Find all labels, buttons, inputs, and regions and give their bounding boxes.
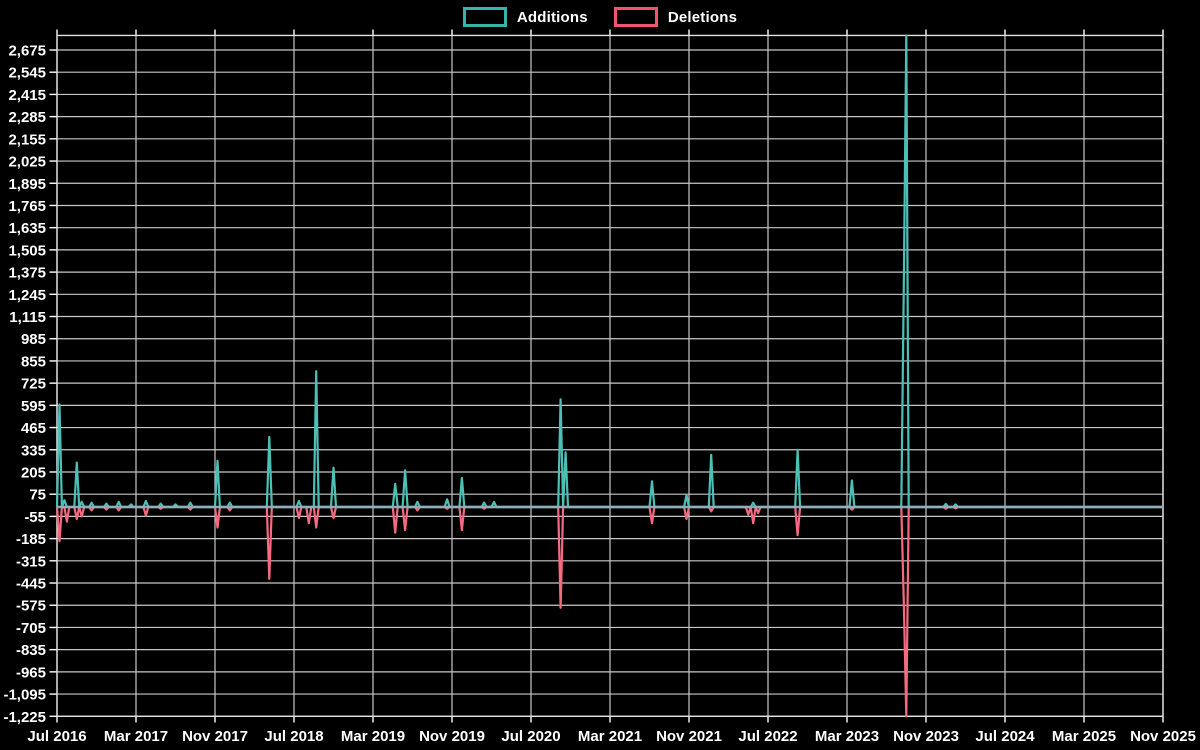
- x-tick-label: Jul 2016: [27, 728, 86, 745]
- y-tick-label: 2,155: [8, 131, 46, 148]
- y-tick-label: -575: [16, 598, 46, 615]
- x-tick-label: Mar 2019: [341, 728, 405, 745]
- y-tick-label: 2,285: [8, 109, 46, 126]
- y-tick-label: 75: [29, 487, 46, 504]
- x-tick-label: Mar 2025: [1052, 728, 1116, 745]
- x-tick-label: Mar 2023: [815, 728, 879, 745]
- y-tick-label: -315: [16, 553, 46, 570]
- y-tick-label: 1,115: [9, 309, 46, 326]
- deletions-swatch-icon: [613, 7, 658, 27]
- y-tick-label: 595: [21, 398, 46, 415]
- y-tick-label: 1,635: [8, 220, 46, 237]
- x-tick-label: Jul 2018: [264, 728, 323, 745]
- y-tick-label: 1,895: [8, 176, 46, 193]
- y-tick-label: -185: [16, 531, 46, 548]
- y-tick-label: -705: [16, 620, 46, 637]
- y-tick-label: -965: [16, 664, 46, 681]
- x-tick-label: Jul 2024: [975, 728, 1035, 745]
- y-tick-label: -1,225: [3, 709, 46, 726]
- chart-legend: Additions Deletions: [0, 7, 1200, 27]
- y-tick-label: -55: [24, 509, 46, 526]
- y-tick-label: 205: [21, 464, 46, 481]
- y-tick-label: -1,095: [3, 687, 46, 704]
- y-tick-label: 725: [21, 376, 46, 393]
- x-tick-label: Mar 2017: [104, 728, 168, 745]
- y-tick-label: 985: [21, 331, 46, 348]
- additions-swatch-icon: [462, 7, 507, 27]
- y-tick-label: 335: [21, 442, 46, 459]
- x-tick-label: Mar 2021: [578, 728, 642, 745]
- y-tick-label: 2,025: [8, 154, 46, 171]
- y-tick-label: -445: [16, 576, 46, 593]
- y-tick-label: 855: [21, 353, 46, 370]
- legend-item-deletions[interactable]: Deletions: [613, 7, 738, 27]
- legend-item-additions[interactable]: Additions: [462, 7, 588, 27]
- x-tick-label: Nov 2017: [182, 728, 248, 745]
- y-tick-label: 1,505: [8, 242, 46, 259]
- y-tick-label: 1,245: [8, 287, 46, 304]
- x-tick-label: Nov 2019: [419, 728, 485, 745]
- legend-label-additions: Additions: [516, 8, 588, 26]
- x-tick-label: Nov 2021: [656, 728, 722, 745]
- y-tick-label: 465: [21, 420, 46, 437]
- y-tick-label: -835: [16, 642, 46, 659]
- y-tick-label: 1,375: [8, 265, 46, 282]
- y-tick-label: 2,415: [8, 87, 46, 104]
- x-tick-label: Jul 2020: [501, 728, 560, 745]
- y-tick-label: 2,545: [8, 65, 46, 82]
- y-tick-label: 2,675: [8, 43, 46, 60]
- x-tick-label: Nov 2023: [893, 728, 959, 745]
- x-tick-label: Jul 2022: [738, 728, 797, 745]
- y-tick-label: 1,765: [8, 198, 46, 215]
- legend-label-deletions: Deletions: [667, 8, 738, 26]
- x-tick-label: Nov 2025: [1130, 728, 1196, 745]
